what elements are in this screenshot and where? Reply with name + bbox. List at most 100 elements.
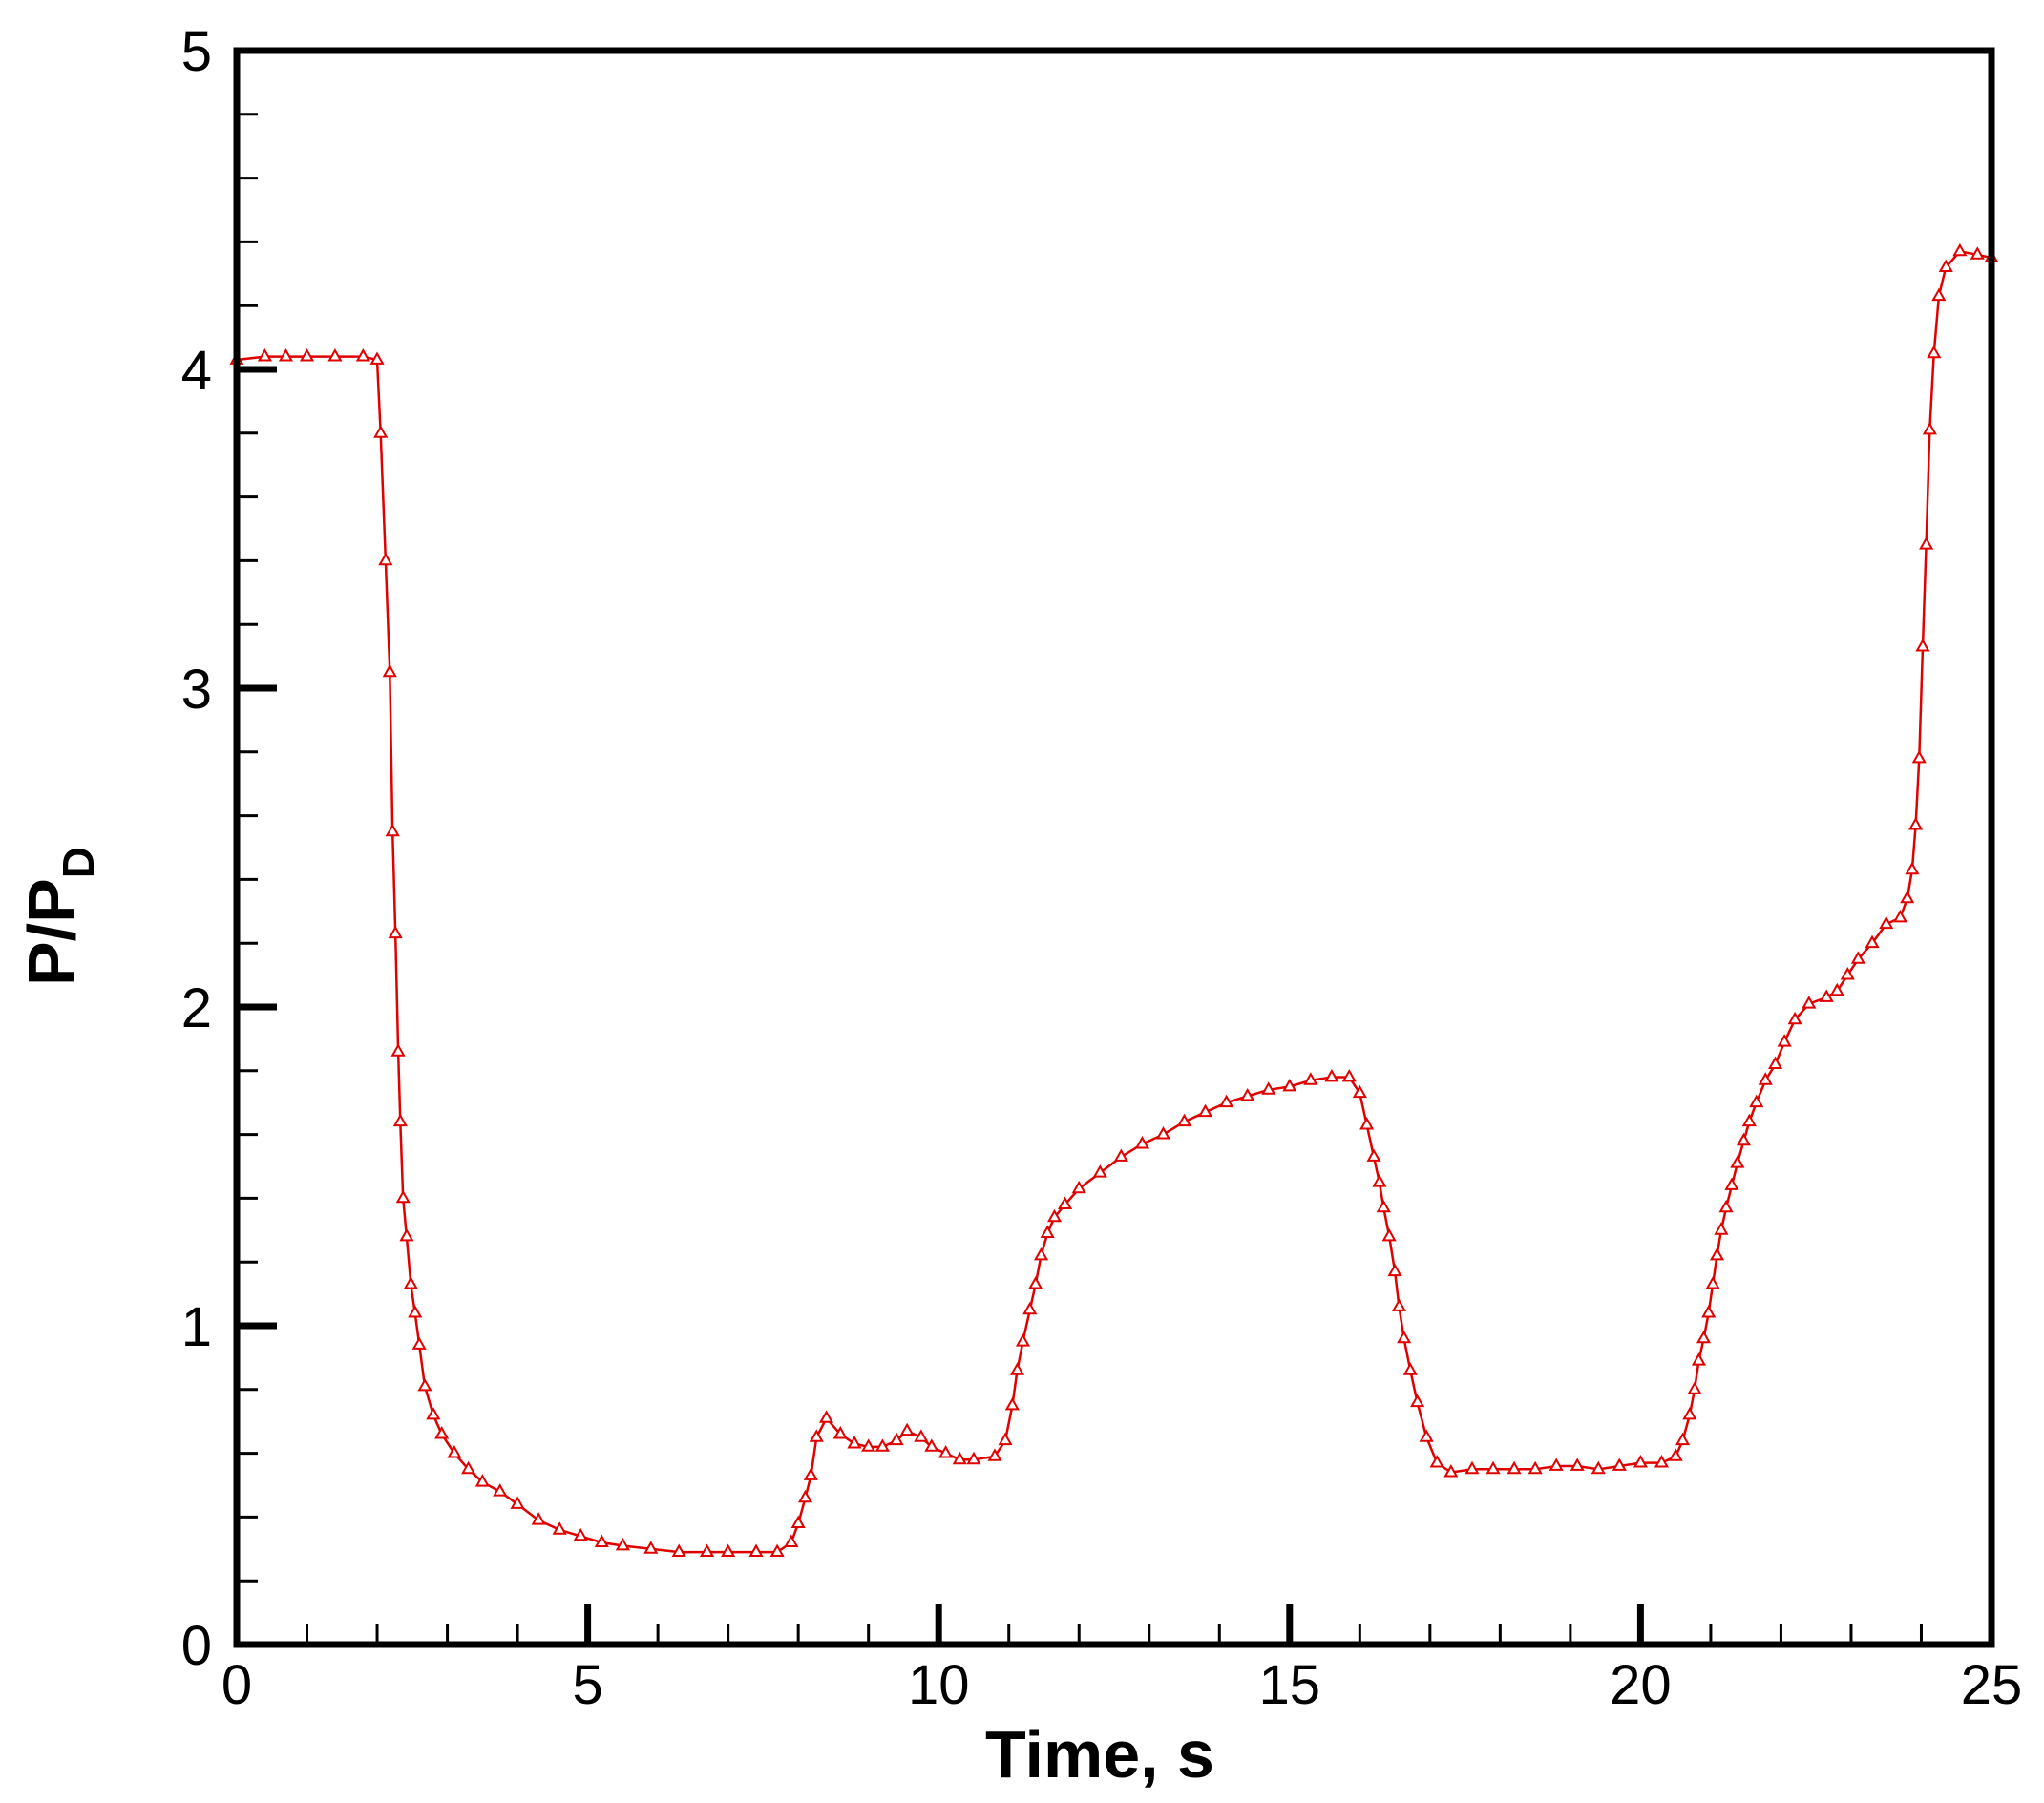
data-point-marker	[1938, 259, 1953, 272]
data-point-marker	[861, 1438, 876, 1452]
data-point-marker	[1654, 1455, 1670, 1468]
x-tick-label: 20	[1610, 1654, 1672, 1716]
data-point-marker	[1682, 1406, 1697, 1420]
data-point-marker	[1705, 1276, 1720, 1289]
data-point-marker	[1372, 1174, 1387, 1187]
data-point-marker	[1687, 1381, 1702, 1394]
data-point-marker	[889, 1432, 904, 1446]
data-point-marker	[1724, 1177, 1739, 1190]
data-point-marker	[510, 1496, 525, 1509]
data-point-marker	[1359, 1117, 1375, 1130]
data-point-marker	[1402, 1362, 1418, 1375]
data-point-marker	[832, 1426, 848, 1439]
data-point-marker	[1730, 1155, 1745, 1168]
data-point-marker	[1668, 1448, 1683, 1461]
data-point-marker	[1802, 996, 1817, 1009]
y-tick-label: 5	[181, 21, 212, 83]
data-point-marker	[1113, 1148, 1128, 1162]
x-tick-labels: 0 5 10 15 20 25	[221, 1654, 2022, 1716]
data-point-marker	[1819, 989, 1834, 1002]
data-point-marker	[1570, 1457, 1585, 1471]
data-point-marker	[411, 1336, 427, 1350]
data-point-marker	[1022, 1301, 1038, 1315]
data-point-marker	[1633, 1455, 1649, 1468]
data-point-marker	[1071, 1180, 1086, 1194]
x-tick-label: 10	[908, 1654, 970, 1716]
data-point-marker	[1486, 1460, 1501, 1475]
data-point-marker	[355, 348, 370, 362]
data-point-marker	[1015, 1333, 1031, 1347]
y-tick-label: 2	[181, 977, 212, 1039]
data-point-marker	[874, 1438, 890, 1452]
data-point-marker	[461, 1460, 476, 1475]
data-point-marker	[987, 1448, 1002, 1461]
data-point-marker	[797, 1489, 813, 1503]
data-point-marker	[1219, 1094, 1234, 1108]
minor-ticks	[237, 113, 1923, 1645]
data-point-marker	[1758, 1072, 1773, 1085]
data-point-marker	[1282, 1078, 1297, 1092]
data-point-marker	[382, 663, 397, 678]
data-point-marker	[1549, 1457, 1564, 1471]
data-point-marker	[1612, 1457, 1627, 1471]
x-tick-label: 25	[1961, 1654, 2023, 1716]
data-point-marker	[278, 348, 294, 362]
data-point-marker	[721, 1543, 736, 1557]
data-point-marker	[395, 1189, 411, 1204]
data-point-marker	[1324, 1068, 1339, 1082]
y-axis-title-subscript: D	[53, 847, 103, 878]
data-point-marker	[1092, 1164, 1107, 1178]
y-tick-label: 3	[181, 659, 212, 721]
data-point-marker	[1352, 1084, 1367, 1099]
svg-text:P/PD: P/PD	[14, 847, 103, 986]
data-point-marker	[790, 1515, 806, 1528]
data-point-marker	[1381, 1227, 1397, 1242]
data-point-marker	[1850, 951, 1865, 964]
data-point-marker	[847, 1436, 862, 1449]
data-point-marker	[1767, 1056, 1783, 1069]
y-axis-title-main: P/P	[14, 878, 89, 986]
data-point-marker	[1376, 1199, 1391, 1213]
y-tick-label: 0	[181, 1615, 212, 1677]
x-axis-title: Time, s	[985, 1717, 1214, 1792]
data-point-marker	[257, 348, 273, 362]
data-point-marker	[914, 1429, 929, 1442]
data-point-marker	[1701, 1305, 1717, 1318]
data-point-marker	[1004, 1396, 1020, 1411]
data-point-marker	[1410, 1394, 1425, 1408]
data-point-marker	[1046, 1208, 1063, 1223]
data-point-marker	[1397, 1330, 1412, 1344]
data-point-marker	[1240, 1087, 1255, 1101]
data-point-marker	[998, 1432, 1013, 1446]
data-point-marker	[643, 1541, 659, 1554]
data-point-marker	[552, 1521, 567, 1535]
data-point-marker	[399, 1227, 414, 1242]
x-tick-label: 0	[221, 1654, 252, 1716]
data-point-marker	[1033, 1247, 1049, 1261]
data-point-marker	[769, 1543, 785, 1557]
data-point-marker	[373, 425, 389, 438]
data-point-marker	[966, 1451, 981, 1465]
data-point-marker	[388, 925, 403, 939]
data-point-marker	[1696, 1330, 1712, 1344]
data-point-marker	[1176, 1113, 1192, 1127]
data-point-marker	[299, 348, 315, 362]
data-point-marker	[493, 1483, 508, 1497]
data-point-marker	[1970, 246, 1985, 260]
data-point-marker	[1911, 749, 1927, 764]
data-point-marker	[385, 823, 400, 837]
data-point-marker	[434, 1426, 450, 1439]
data-point-marker	[938, 1445, 954, 1458]
data-point-marker	[1922, 421, 1937, 435]
data-point-marker	[390, 1043, 406, 1057]
data-point-marker	[1840, 967, 1855, 980]
data-point-marker	[1718, 1199, 1734, 1213]
plot-frame	[233, 47, 1995, 1648]
data-point-marker	[1443, 1464, 1459, 1478]
data-point-marker	[615, 1537, 630, 1551]
data-point-marker	[594, 1534, 609, 1547]
data-point-marker	[1905, 861, 1920, 875]
data-point-marker	[1391, 1298, 1407, 1311]
